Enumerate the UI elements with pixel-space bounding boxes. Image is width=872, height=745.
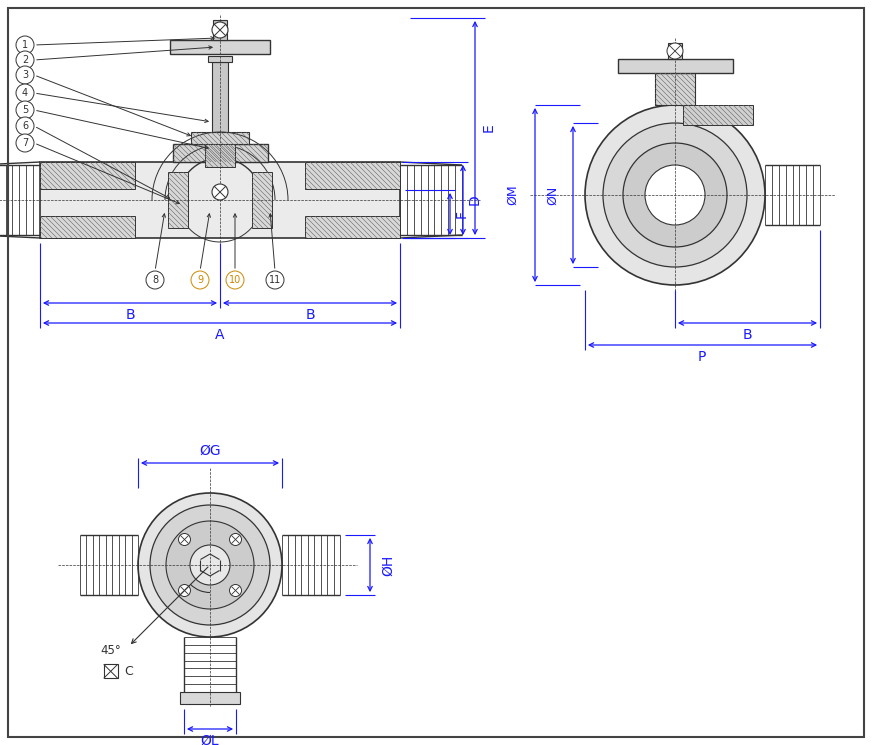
- Bar: [618, 59, 733, 73]
- Bar: [668, 43, 682, 59]
- Bar: [168, 172, 188, 228]
- Bar: [683, 105, 753, 125]
- Bar: [305, 162, 400, 189]
- Circle shape: [585, 105, 765, 285]
- Circle shape: [146, 271, 164, 289]
- Circle shape: [166, 521, 254, 609]
- Bar: [213, 20, 227, 40]
- Bar: [40, 162, 135, 189]
- Text: 9: 9: [197, 275, 203, 285]
- Text: 6: 6: [22, 121, 28, 131]
- Text: 7: 7: [22, 138, 28, 148]
- Bar: [208, 56, 232, 62]
- Circle shape: [16, 117, 34, 135]
- Text: A: A: [215, 328, 225, 342]
- Text: 5: 5: [22, 105, 28, 115]
- Bar: [104, 665, 118, 678]
- Text: 45°: 45°: [100, 644, 121, 657]
- Circle shape: [212, 184, 228, 200]
- Bar: [655, 73, 695, 105]
- Text: 1: 1: [22, 40, 28, 50]
- Circle shape: [16, 134, 34, 152]
- Circle shape: [16, 51, 34, 69]
- Text: F: F: [455, 210, 469, 218]
- Circle shape: [229, 585, 242, 597]
- Text: ØL: ØL: [201, 734, 220, 745]
- Circle shape: [212, 22, 228, 38]
- Text: E: E: [482, 124, 496, 133]
- Bar: [170, 40, 270, 54]
- Circle shape: [645, 165, 705, 225]
- Text: ØN: ØN: [547, 186, 560, 205]
- Circle shape: [16, 101, 34, 119]
- Text: B: B: [126, 308, 135, 322]
- Text: P: P: [698, 350, 706, 364]
- Circle shape: [16, 66, 34, 84]
- Circle shape: [191, 271, 209, 289]
- Bar: [180, 692, 240, 704]
- Bar: [191, 132, 249, 144]
- Circle shape: [179, 585, 190, 597]
- Text: D: D: [468, 194, 482, 206]
- Text: B: B: [305, 308, 315, 322]
- Circle shape: [138, 493, 282, 637]
- Text: 2: 2: [22, 55, 28, 65]
- Bar: [252, 172, 272, 228]
- Circle shape: [623, 143, 727, 247]
- Text: 10: 10: [228, 275, 242, 285]
- Circle shape: [603, 123, 747, 267]
- Text: 8: 8: [152, 275, 158, 285]
- Bar: [173, 144, 268, 162]
- Text: ØH: ØH: [381, 554, 395, 576]
- Text: B: B: [742, 328, 752, 342]
- Circle shape: [16, 84, 34, 102]
- Bar: [305, 216, 400, 238]
- Text: 3: 3: [22, 70, 28, 80]
- Circle shape: [16, 36, 34, 54]
- Text: 4: 4: [22, 88, 28, 98]
- Circle shape: [667, 43, 683, 59]
- Circle shape: [150, 505, 270, 625]
- Circle shape: [179, 533, 190, 545]
- Circle shape: [226, 271, 244, 289]
- Bar: [40, 216, 135, 238]
- Bar: [40, 162, 400, 238]
- Text: ØM: ØM: [507, 185, 520, 206]
- Text: ØG: ØG: [199, 444, 221, 458]
- Circle shape: [229, 533, 242, 545]
- Bar: [205, 144, 235, 167]
- Bar: [212, 62, 228, 132]
- Text: C: C: [125, 665, 133, 678]
- Text: 11: 11: [269, 275, 281, 285]
- Circle shape: [266, 271, 284, 289]
- Circle shape: [190, 545, 230, 585]
